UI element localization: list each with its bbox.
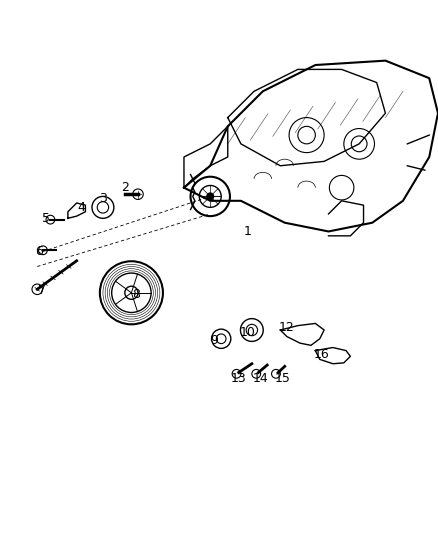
Text: 12: 12 [279, 321, 295, 334]
Circle shape [39, 246, 47, 255]
Circle shape [252, 369, 261, 378]
Circle shape [272, 369, 280, 378]
Text: 9: 9 [211, 335, 219, 348]
Circle shape [207, 193, 214, 200]
Text: 8: 8 [132, 288, 140, 302]
Text: 4: 4 [77, 201, 85, 214]
Text: 14: 14 [253, 372, 268, 385]
Circle shape [125, 286, 138, 300]
Circle shape [32, 284, 42, 295]
Text: 15: 15 [275, 372, 290, 385]
Circle shape [46, 215, 55, 224]
Text: 13: 13 [231, 372, 247, 385]
Circle shape [133, 189, 143, 199]
Text: 2: 2 [121, 181, 129, 194]
Text: 3: 3 [99, 192, 107, 205]
Text: 16: 16 [314, 348, 330, 361]
Text: 1: 1 [244, 225, 251, 238]
Text: 6: 6 [35, 245, 43, 257]
Text: 5: 5 [42, 212, 50, 225]
Circle shape [232, 369, 241, 378]
Text: 7: 7 [38, 284, 46, 297]
Text: 10: 10 [240, 326, 255, 338]
